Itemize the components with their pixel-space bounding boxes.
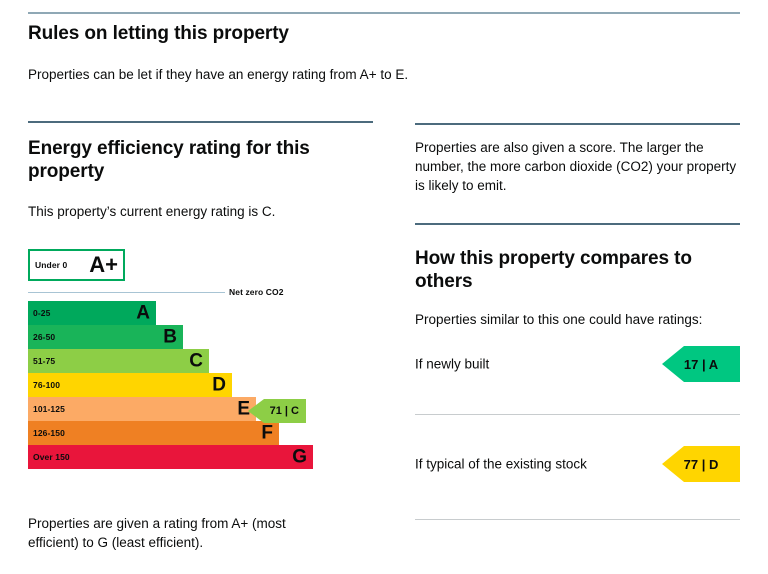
band-range-c: 51-75 [33, 356, 56, 366]
band-range-b: 26-50 [33, 332, 56, 342]
band-list: 0-25 A 26-50 B 51-75 C 76-100 D 101-125 … [28, 301, 368, 469]
band-row-d: 76-100 D [28, 373, 232, 397]
compare-divider-2 [415, 519, 740, 520]
page-top-divider [28, 12, 740, 14]
band-row-g: Over 150 G [28, 445, 313, 469]
band-range-a-plus: Under 0 [35, 260, 68, 270]
band-row-a: 0-25 A [28, 301, 156, 325]
net-zero-label: Net zero CO2 [229, 287, 284, 297]
energy-rating-graph: Under 0 A+ Net zero CO2 0-25 A 26-50 B 5… [28, 249, 368, 469]
compare-label-newly-built: If newly built [415, 356, 490, 372]
letting-heading: Rules on letting this property [28, 23, 289, 44]
band-letter-f: F [261, 422, 273, 444]
letting-body: Properties can be let if they have an en… [28, 67, 409, 82]
band-letter-c: C [189, 350, 203, 372]
score-note-body: Properties are also given a score. The l… [415, 140, 737, 193]
compare-divider-1 [415, 414, 740, 415]
right-section-divider-mid [415, 223, 740, 225]
rating-heading: Energy efficiency rating for this proper… [28, 138, 310, 182]
compares-intro: Properties similar to this one could hav… [415, 312, 703, 327]
band-row-b: 26-50 B [28, 325, 183, 349]
net-zero-marker: Net zero CO2 [28, 284, 312, 300]
left-section-divider [28, 121, 373, 123]
compare-badge-existing-stock: 77 | D [662, 446, 740, 482]
band-letter-a: A [136, 302, 150, 324]
right-section-divider-top [415, 123, 740, 125]
band-row-f: 126-150 F [28, 421, 279, 445]
compare-row-newly-built: If newly built 17 | A [415, 346, 740, 382]
band-range-e: 101-125 [33, 404, 65, 414]
compare-badge-newly-built: 17 | A [662, 346, 740, 382]
compare-label-existing-stock: If typical of the existing stock [415, 456, 587, 472]
band-letter-d: D [212, 374, 226, 396]
band-range-f: 126-150 [33, 428, 65, 438]
band-row-c: 51-75 C [28, 349, 209, 373]
current-rating-badge: 71 | C [248, 399, 306, 423]
band-letter-a-plus: A+ [89, 252, 118, 277]
band-row-e: 101-125 E [28, 397, 256, 421]
band-range-d: 76-100 [33, 380, 61, 390]
compare-badge-newly-built-label: 17 | A [683, 356, 719, 372]
band-letter-e: E [237, 398, 250, 420]
band-letter-b: B [163, 326, 177, 348]
net-zero-line [28, 292, 225, 293]
band-range-g: Over 150 [33, 452, 70, 462]
compare-row-existing-stock: If typical of the existing stock 77 | D [415, 446, 740, 482]
current-rating-badge-label: 71 | C [269, 405, 299, 417]
compares-heading: How this property compares to others [415, 248, 692, 292]
band-letter-g: G [292, 446, 307, 468]
compare-badge-existing-stock-label: 77 | D [683, 456, 719, 472]
band-range-a: 0-25 [33, 308, 51, 318]
rating-footnote: Properties are given a rating from A+ (m… [28, 516, 286, 550]
current-rating-text: This property’s current energy rating is… [28, 204, 276, 219]
band-row-a-plus: Under 0 A+ [28, 249, 125, 281]
